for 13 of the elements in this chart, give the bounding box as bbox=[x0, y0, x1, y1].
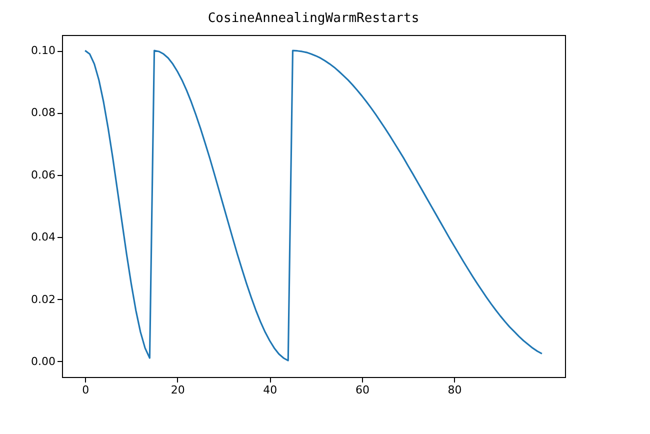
y-tick-label: 0.06 bbox=[31, 168, 56, 182]
x-tick-label: 60 bbox=[355, 384, 370, 396]
x-tick-label: 0 bbox=[82, 384, 90, 396]
chart-title: CosineAnnealingWarmRestarts bbox=[208, 11, 420, 26]
y-tick-label: 0.02 bbox=[31, 292, 56, 306]
y-tick-label: 0.08 bbox=[31, 106, 56, 120]
y-tick-label: 0.04 bbox=[31, 230, 56, 244]
y-tick-label: 0.10 bbox=[31, 44, 56, 58]
x-tick-label: 20 bbox=[170, 384, 185, 396]
line-series bbox=[84, 50, 543, 362]
x-tick-label: 40 bbox=[263, 384, 278, 396]
x-tick-label: 80 bbox=[448, 384, 462, 396]
y-tick-label: 0.00 bbox=[31, 354, 56, 368]
